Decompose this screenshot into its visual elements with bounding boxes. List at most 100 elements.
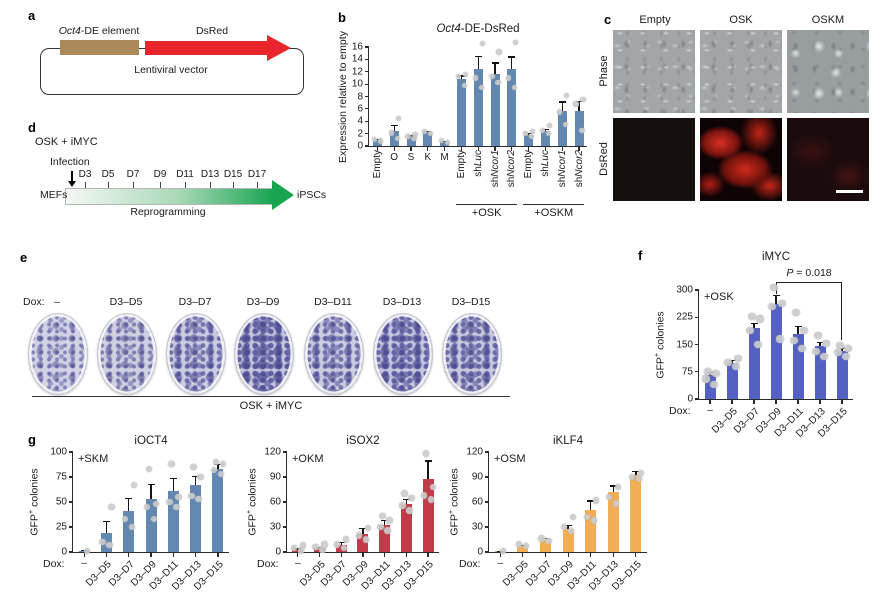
y-axis-tick-label: 120 <box>264 446 281 458</box>
data-point-dot <box>377 523 384 531</box>
y-axis-tick-label: 0 <box>687 393 693 405</box>
error-bar-cap <box>457 75 465 77</box>
data-point-dot <box>556 109 562 115</box>
y-axis-tick-label: 75 <box>681 366 693 378</box>
data-point-dot <box>429 483 437 491</box>
error-bar <box>797 325 799 334</box>
colony-dish <box>373 313 433 395</box>
colony-dish <box>304 313 364 395</box>
data-point-dot <box>776 335 784 343</box>
data-point-dot <box>592 497 599 504</box>
data-point-dot <box>579 127 585 134</box>
y-axis-tick-label: 8 <box>357 91 363 102</box>
data-point-dot <box>583 513 590 521</box>
dsred-image-osk <box>700 118 782 201</box>
data-point-dot <box>399 502 406 509</box>
data-point-dot <box>702 375 710 383</box>
error-bar <box>195 476 197 485</box>
error-bar <box>393 124 395 132</box>
bar <box>540 539 551 552</box>
x-axis-category-label: shLuc <box>539 150 551 177</box>
data-point-dot <box>461 82 467 88</box>
condition-annotation: +OSM <box>494 453 526 465</box>
panel-f-bar-chart: 0 75 150 225 300 iMYC GFP+ colonies +OSK Dox: – D3… <box>652 251 853 440</box>
bar <box>389 131 399 146</box>
data-point-dot <box>312 543 319 551</box>
error-bar-cap <box>491 62 499 64</box>
x-axis-tick <box>635 553 637 557</box>
data-point-dot <box>770 283 778 291</box>
bar <box>406 136 416 146</box>
error-bar-cap <box>125 498 133 500</box>
x-axis-tick <box>494 147 496 151</box>
panel-g-ioct4-bar-chart: 0 25 50 75 100 iOCT4 GFP+ colonies +SKM Dox: – D3–… <box>26 435 229 593</box>
y-axis-tick-label: 4 <box>357 115 363 127</box>
dsred-image-empty <box>613 118 695 201</box>
error-bar-cap <box>564 524 572 526</box>
chart-title: iMYC <box>761 251 791 263</box>
data-point-dot <box>515 541 523 548</box>
x-axis-tick <box>731 400 733 404</box>
dish-dox-window-label: D3–D5 <box>109 296 143 308</box>
y-axis-tick <box>365 58 369 60</box>
error-bar-cap <box>169 478 177 480</box>
timeline-day-label: D9 <box>153 169 167 180</box>
phase-image-osk <box>700 30 782 113</box>
data-point-dot <box>212 458 220 466</box>
data-point-dot <box>792 308 800 317</box>
error-bar-cap <box>407 135 415 137</box>
data-point-dot <box>836 341 844 349</box>
error-bar-cap <box>337 542 345 544</box>
micrograph-row-label: Phase <box>598 55 610 87</box>
data-point-dot <box>562 121 568 127</box>
y-axis-tick <box>695 343 699 346</box>
data-point-dot <box>219 460 227 468</box>
data-point-dot <box>590 517 597 524</box>
data-point-dot <box>538 535 545 542</box>
condition-annotation: +SKM <box>78 453 109 465</box>
data-point-dot <box>319 546 326 553</box>
x-axis-tick <box>172 553 174 557</box>
bar <box>473 69 483 146</box>
x-axis-tick <box>384 553 386 557</box>
bar <box>814 346 826 399</box>
phase-image-oskm <box>787 30 869 113</box>
x-axis-category-label: Empty <box>371 150 383 179</box>
x-axis-tick <box>511 147 513 151</box>
error-bar-cap <box>558 101 566 103</box>
timeline-day-label: D15 <box>223 169 243 180</box>
data-point-dot <box>321 541 328 548</box>
y-axis-tick-label: 10 <box>351 78 363 90</box>
data-point-dot <box>768 302 776 310</box>
data-point-dot <box>152 500 160 508</box>
error-bar-cap <box>609 485 617 487</box>
condition-annotation: +OKM <box>292 453 324 465</box>
timeline-tick <box>233 182 234 188</box>
bar <box>540 131 550 146</box>
data-point-dot <box>379 512 386 520</box>
data-point-dot <box>489 74 495 80</box>
colony-dish <box>234 313 294 395</box>
y-axis-tick <box>365 83 369 85</box>
x-axis-tick <box>528 147 530 151</box>
y-axis-tick <box>69 526 73 528</box>
group-label: +OSKM <box>534 207 574 219</box>
data-point-dot <box>523 131 529 137</box>
error-bar-cap <box>632 471 640 473</box>
error-bar-cap <box>772 294 780 297</box>
dsred-arrow-body <box>145 41 267 55</box>
error-bar-cap <box>381 519 389 521</box>
data-point-dot <box>188 492 195 500</box>
y-axis-tick-label: 120 <box>466 446 483 458</box>
y-axis-tick-label: 0 <box>477 546 483 558</box>
x-axis-tick <box>460 147 462 151</box>
colony-dish <box>442 313 502 395</box>
bar <box>704 375 716 399</box>
error-bar <box>340 542 342 546</box>
x-axis-category-label: O <box>390 152 399 163</box>
y-axis-tick <box>695 371 699 373</box>
data-point-dot <box>844 344 852 352</box>
bar <box>357 533 369 552</box>
x-axis-category-label: K <box>424 152 432 163</box>
